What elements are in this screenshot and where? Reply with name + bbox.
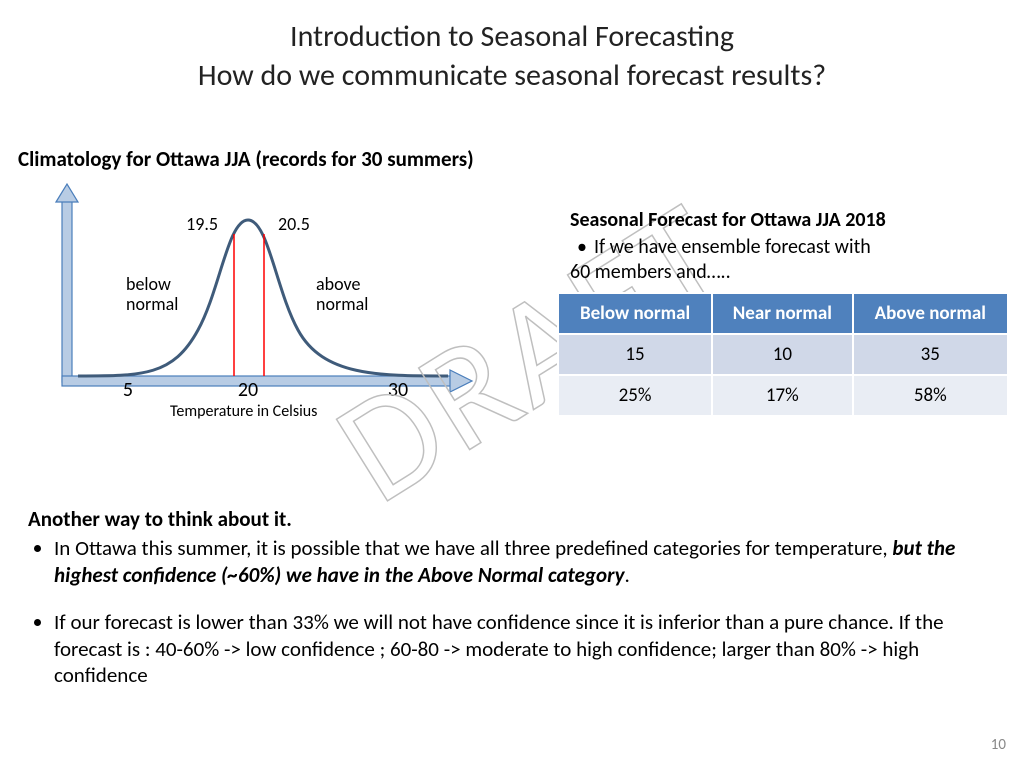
- section2-header: Another way to think about it.: [28, 506, 998, 533]
- col-below: Below normal: [558, 293, 712, 334]
- xtick-5: 5: [123, 378, 133, 402]
- marker-left-label: 19.5: [186, 213, 218, 235]
- forecast-heading: Seasonal Forecast for Ottawa JJA 2018: [570, 208, 886, 232]
- below-normal-label: below: [126, 273, 171, 295]
- xtick-30: 30: [388, 378, 408, 402]
- above-normal-label: above: [316, 273, 360, 295]
- bullet-2: If our forecast is lower than 33% we wil…: [54, 609, 998, 690]
- title-line-1: Introduction to Seasonal Forecasting: [0, 18, 1024, 55]
- page-number: 10: [991, 736, 1006, 754]
- forecast-table: Below normal Near normal Above normal 15…: [557, 292, 1009, 417]
- another-way-section: Another way to think about it. In Ottawa…: [28, 506, 998, 709]
- svg-text:normal: normal: [316, 293, 368, 315]
- forecast-bullet: •If we have ensemble forecast with 60 me…: [570, 235, 1000, 285]
- col-above: Above normal: [853, 293, 1008, 334]
- xtick-20: 20: [238, 378, 258, 402]
- col-near: Near normal: [712, 293, 852, 334]
- climatology-subheading: Climatology for Ottawa JJA (records for …: [18, 146, 474, 172]
- table-row: 15 10 35: [558, 334, 1008, 375]
- x-axis-label: Temperature in Celsius: [170, 402, 317, 421]
- title-line-2: How do we communicate seasonal forecast …: [0, 57, 1024, 94]
- table-row: 25% 17% 58%: [558, 375, 1008, 416]
- svg-text:normal: normal: [126, 293, 178, 315]
- marker-right-label: 20.5: [278, 213, 310, 235]
- bullet-1: In Ottawa this summer, it is possible th…: [54, 535, 998, 589]
- climatology-chart: 19.5 20.5 below normal above normal 5 20…: [48, 180, 478, 410]
